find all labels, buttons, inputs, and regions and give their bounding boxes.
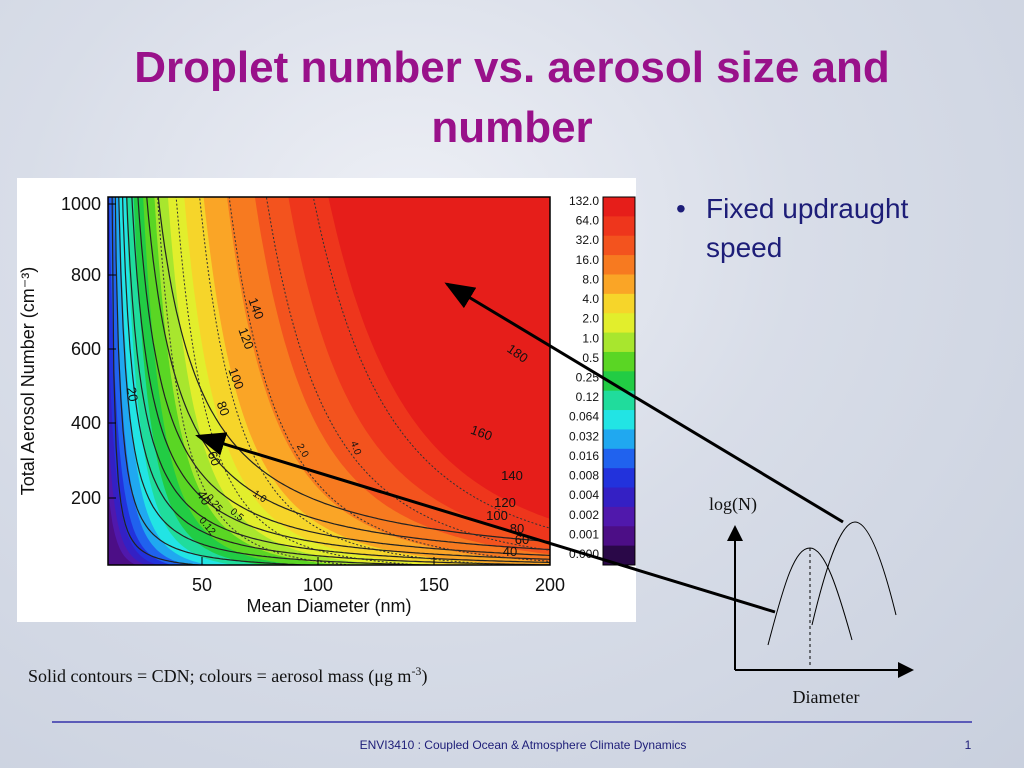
colorbar-swatch (603, 197, 635, 217)
cdn-contour (114, 197, 325, 565)
mass-contour (199, 197, 518, 565)
cdn-contour-label: 120 (494, 495, 516, 510)
colorbar-label: 64.0 (576, 214, 600, 228)
colorbar-label: 0.002 (569, 508, 599, 522)
colorbar-label: 2.0 (582, 312, 599, 326)
colorbar-swatch (603, 235, 635, 256)
diagram-x-label: Diameter (793, 687, 860, 707)
colorbar-label: 0.004 (569, 488, 599, 502)
cdn-contour-label: 120 (235, 326, 257, 352)
caption-superscript: -3 (411, 664, 421, 678)
cdn-contour-label: 100 (486, 508, 508, 523)
colorbar-label: 132.0 (569, 194, 599, 208)
colorbar-swatch (603, 216, 635, 237)
colorbar-label: 16.0 (576, 253, 600, 267)
mass-contour (312, 197, 550, 529)
mass-contour (157, 197, 358, 565)
page-number: 1 (965, 738, 972, 752)
footer-course: ENVI3410 : Coupled Ocean & Atmosphere Cl… (360, 738, 687, 752)
x-tick-label: 150 (419, 575, 449, 595)
cdn-contour-label: 100 (225, 366, 247, 392)
slide-title: Droplet number vs. aerosol size and numbe… (134, 43, 890, 152)
y-tick-label: 400 (71, 413, 101, 433)
colorbar-swatch (603, 371, 635, 392)
colorbar-swatch (603, 293, 635, 314)
colorbar-swatch (603, 390, 635, 411)
mass-contour (175, 197, 430, 565)
colorbar-swatch (603, 410, 635, 430)
x-tick-label: 100 (303, 575, 333, 595)
diagram-y-label: log(N) (709, 494, 757, 515)
caption-text: Solid contours = CDN; colours = aerosol … (28, 666, 411, 687)
colorbar-swatch (603, 255, 635, 275)
colorbar-swatch (603, 429, 635, 450)
colorbar-label: 1.0 (582, 331, 599, 345)
colorbar-swatch (603, 351, 635, 372)
y-tick-label: 200 (71, 488, 101, 508)
cdn-contour-label: 140 (245, 296, 267, 322)
cdn-contour (118, 197, 458, 565)
caption: Solid contours = CDN; colours = aerosol … (28, 664, 427, 687)
colorbar-label: 0.12 (576, 390, 600, 404)
colorbar-swatch (603, 468, 635, 489)
colorbar-label: 0.25 (576, 371, 600, 385)
cdn-contour (126, 197, 550, 564)
caption-close: ) (421, 666, 427, 687)
colorbar-label: 0.064 (569, 410, 599, 424)
mass-band (108, 197, 210, 565)
colorbar-swatch (603, 274, 635, 295)
plot-frame (107, 196, 551, 566)
y-axis-label: Total Aerosol Number (cm⁻³) (18, 267, 38, 496)
cdn-contour (131, 197, 550, 560)
x-tick-label: 50 (192, 575, 212, 595)
colorbar-swatch (603, 448, 635, 469)
cdn-contour (157, 197, 550, 543)
bullet-text: Fixed updraught speed (706, 193, 909, 263)
colorbar-label: 0.001 (569, 527, 599, 541)
y-tick-label: 1000 (61, 194, 101, 214)
size-distribution-diagram (195, 282, 914, 678)
cdn-contour-label: 160 (469, 422, 495, 444)
colorbar-label: 4.0 (582, 292, 599, 306)
colorbar-swatch (603, 526, 635, 547)
colorbar-label: 0.008 (569, 469, 599, 483)
colorbar-label: 8.0 (582, 272, 599, 286)
y-tick-label: 800 (71, 265, 101, 285)
bullet-marker: • (676, 193, 686, 224)
colorbar: 132.0 64.0 32.0 16.0 8.0 4.0 2.0 1.0 0.5 0.25 0.12… (569, 194, 636, 566)
contour-lines (111, 197, 550, 565)
colorbar-swatch (603, 332, 635, 353)
mass-band (108, 424, 146, 565)
colorbar-label: 0.5 (582, 351, 599, 365)
colorbar-label: 0.032 (569, 429, 599, 443)
y-tick-label: 600 (71, 339, 101, 359)
colorbar-swatch (603, 487, 635, 508)
colorbar-swatch (603, 313, 635, 334)
mass-contour (228, 197, 550, 562)
cdn-contour-label: 80 (214, 399, 233, 418)
cdn-contour (111, 197, 207, 565)
cdn-contour-label: 140 (501, 468, 523, 483)
cdn-contour (137, 197, 550, 556)
colorbar-label: 32.0 (576, 233, 600, 247)
mass-contour-label: 4.0 (348, 440, 363, 457)
cdn-contour-label: 40 (194, 488, 214, 508)
cdn-contour-label: 20 (124, 386, 141, 403)
mass-band (108, 486, 136, 565)
cdn-contour-label: 40 (503, 544, 517, 559)
colorbar-swatch (603, 506, 635, 527)
x-tick-label: 200 (535, 575, 565, 595)
cdn-contour (146, 197, 550, 551)
colorbar-label: 0.016 (569, 449, 599, 463)
cdn-contour (121, 197, 550, 565)
mass-contour (265, 197, 550, 551)
x-axis-label: Mean Diameter (nm) (246, 596, 411, 616)
